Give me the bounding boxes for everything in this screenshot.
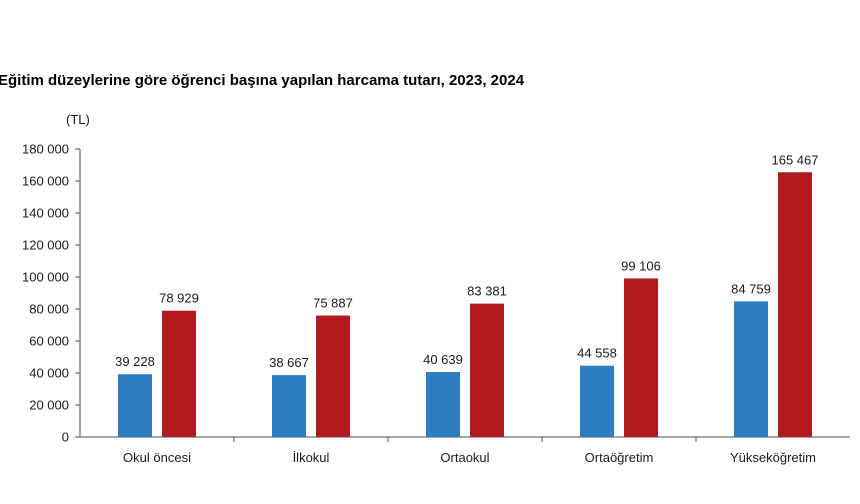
data-label: 40 639	[423, 352, 463, 367]
y-axis-ticks: 0 20 000 40 000 60 000 80 000 100 000 120 000 1…	[22, 142, 80, 445]
category-label: Okul öncesi	[123, 450, 191, 465]
bar-series-1-bar	[118, 374, 152, 437]
data-label: 165 467	[772, 152, 819, 167]
data-label: 38 667	[269, 355, 309, 370]
y-tick-label: 40 000	[29, 366, 69, 381]
bar-series-2-bar	[624, 278, 658, 437]
data-label: 99 106	[621, 258, 661, 273]
y-tick-label: 100 000	[22, 270, 69, 285]
data-label: 44 558	[577, 346, 617, 361]
category-label: İlkokul	[293, 450, 330, 465]
bar-series-1-bar	[426, 371, 460, 437]
bars: 39 228 78 929 38 667 75 887 40 639 83 381 44 5…	[115, 152, 819, 437]
y-tick-label: 160 000	[22, 174, 69, 189]
chart-title: Eğitim düzeylerine göre öğrenci başına y…	[0, 72, 525, 89]
x-axis-categories: Okul öncesi İlkokul Ortaokul Ortaöğretim Yük…	[123, 437, 816, 465]
bar-series-1-bar	[272, 375, 306, 437]
axes	[79, 149, 850, 438]
bar-series-2-bar	[470, 303, 504, 437]
bar-series-2-bar	[316, 315, 350, 437]
y-tick-label: 0	[62, 430, 69, 445]
bar-series-2-bar	[778, 172, 812, 437]
bar-series-2-bar	[162, 310, 196, 437]
category-label: Yükseköğretim	[730, 450, 816, 465]
data-label: 75 887	[313, 296, 353, 311]
y-tick-label: 20 000	[29, 398, 69, 413]
bar-series-1-bar	[734, 301, 768, 437]
data-label: 78 929	[159, 291, 199, 306]
y-tick-label: 180 000	[22, 142, 69, 157]
y-tick-label: 60 000	[29, 334, 69, 349]
data-label: 39 228	[115, 354, 155, 369]
category-label: Ortaokul	[440, 450, 489, 465]
y-tick-label: 120 000	[22, 238, 69, 253]
category-label: Ortaöğretim	[585, 450, 654, 465]
y-tick-label: 80 000	[29, 302, 69, 317]
data-label: 84 759	[731, 281, 771, 296]
y-tick-label: 140 000	[22, 206, 69, 221]
data-label: 83 381	[467, 284, 507, 299]
y-axis-unit-label: (TL)	[66, 112, 90, 127]
bar-series-1-bar	[580, 365, 614, 437]
